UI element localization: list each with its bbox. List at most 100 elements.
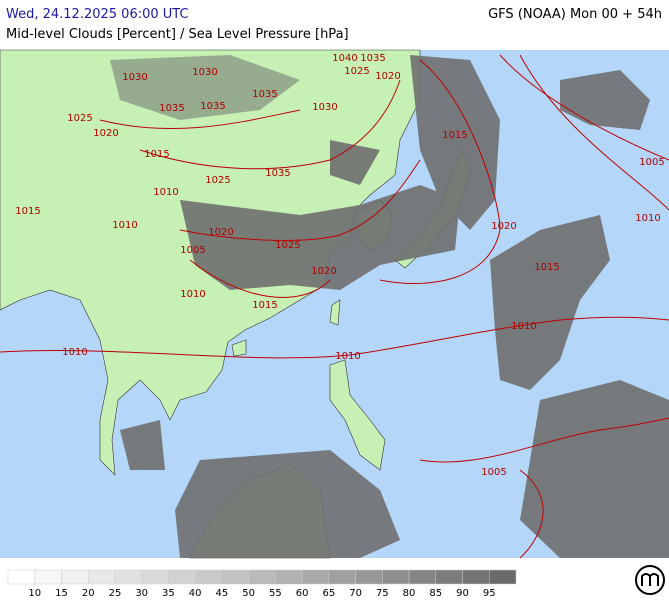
isobar-label: 1010: [335, 351, 360, 362]
legend-label: 25: [109, 588, 122, 599]
isobar-label: 1010: [180, 289, 205, 300]
legend-swatch: [194, 569, 223, 585]
isobar: [0, 316, 669, 359]
isobar-label: 1010: [112, 220, 137, 231]
legend-swatch: [328, 569, 356, 585]
legend-swatch: [87, 569, 116, 585]
legend-swatch: [382, 569, 410, 585]
legend-swatch: [301, 569, 330, 585]
isobar-label: 1035: [265, 168, 290, 179]
isobar-label: 1030: [192, 67, 217, 78]
isobar: [499, 54, 669, 161]
isobar-label: 1025: [67, 113, 92, 124]
isobar-label: 1005: [639, 157, 664, 168]
legend-label: 40: [189, 588, 202, 599]
cloud: [410, 55, 500, 230]
cloud: [520, 380, 669, 558]
cloud: [560, 70, 650, 130]
legend-swatch: [462, 569, 490, 585]
legend-label: 45: [216, 588, 229, 599]
legend-swatch: [114, 569, 142, 585]
isobar-label: 1005: [481, 467, 506, 478]
isobar: [419, 417, 669, 463]
cloud: [110, 55, 300, 120]
isobar-label: 1025: [275, 240, 300, 251]
isobar-label: 1010: [153, 187, 178, 198]
isobar-label: 1035: [159, 103, 184, 114]
legend-label: 50: [242, 588, 255, 599]
isobar: [379, 59, 501, 284]
legend-label: 15: [55, 588, 68, 599]
isobar: [189, 259, 331, 298]
isobar-label: 1015: [442, 130, 467, 141]
isobar-label: 1015: [534, 262, 559, 273]
cloud: [175, 450, 400, 558]
legend-swatch: [7, 569, 35, 585]
legend-swatch: [408, 569, 437, 585]
legend-swatch: [34, 569, 62, 585]
cloud: [120, 420, 165, 470]
legend-label: 70: [349, 588, 362, 599]
model: GFS (NOAA) Mon 00 + 54h: [488, 7, 662, 22]
isobar-label: 1020: [311, 266, 336, 277]
map-title: Mid-level Clouds [Percent] / Sea Level P…: [6, 27, 349, 42]
legend-label: 10: [28, 588, 41, 599]
legend-label: 80: [403, 588, 416, 599]
isobar-label: 1010: [511, 321, 536, 332]
isobar: [139, 79, 401, 170]
isobar-label: 1035: [252, 89, 277, 100]
isobar-label: 1010: [635, 213, 660, 224]
legend-label: 60: [296, 588, 309, 599]
isobars: [0, 54, 669, 559]
cloud: [180, 185, 460, 290]
legend-swatch: [221, 569, 249, 585]
legend: 10 15 20 25 30 35 40 45 50 55 60 65 70 75 80 85 90 95: [7, 569, 517, 599]
cloud: [490, 215, 610, 390]
isobar-label: 1005: [180, 245, 205, 256]
isobar-label: 1015: [252, 300, 277, 311]
legend-label: 30: [135, 588, 148, 599]
legend-swatch: [435, 569, 463, 585]
isobar-label: 1030: [122, 72, 147, 83]
isobar-label: 1020: [208, 227, 233, 238]
clouds: [110, 55, 669, 558]
legend-label: 35: [162, 588, 175, 599]
isobar-label: 1025: [344, 66, 369, 77]
legend-swatch: [248, 569, 276, 585]
isobar-label: 1020: [491, 221, 516, 232]
cloud: [330, 140, 380, 185]
isobar: [519, 54, 669, 211]
isobar-label: 1020: [93, 128, 118, 139]
legend-swatch: [489, 569, 517, 585]
legend-label: 85: [429, 588, 442, 599]
legend-swatch: [168, 569, 196, 585]
legend-swatch: [275, 569, 303, 585]
isobar-label: 1015: [15, 206, 40, 217]
legend-swatch: [141, 569, 169, 585]
isobar: [519, 469, 544, 559]
isobar-label: 1035: [200, 101, 225, 112]
land-philippines: [329, 359, 386, 471]
isobar: [99, 109, 301, 130]
legend-swatch: [61, 569, 89, 585]
legend-label: 90: [456, 588, 469, 599]
legend-swatch: [355, 569, 383, 585]
legend-label: 95: [483, 588, 496, 599]
isobar-label: 1010: [62, 347, 87, 358]
isobar-label: 1020: [375, 71, 400, 82]
isobar-label: 1015: [144, 149, 169, 160]
isobar-label: 1035: [360, 53, 385, 64]
legend-label: 75: [376, 588, 389, 599]
land-taiwan: [329, 299, 341, 326]
isobar: [179, 159, 421, 241]
legend-label: 55: [269, 588, 282, 599]
land-hainan: [231, 339, 247, 357]
isobar-label: 1040: [332, 53, 357, 64]
legend-label: 20: [82, 588, 95, 599]
isobar-label: 1025: [205, 175, 230, 186]
legend-label: 65: [322, 588, 335, 599]
datetime: Wed, 24.12.2025 06:00 UTC: [6, 7, 189, 22]
isobar-label: 1030: [312, 102, 337, 113]
